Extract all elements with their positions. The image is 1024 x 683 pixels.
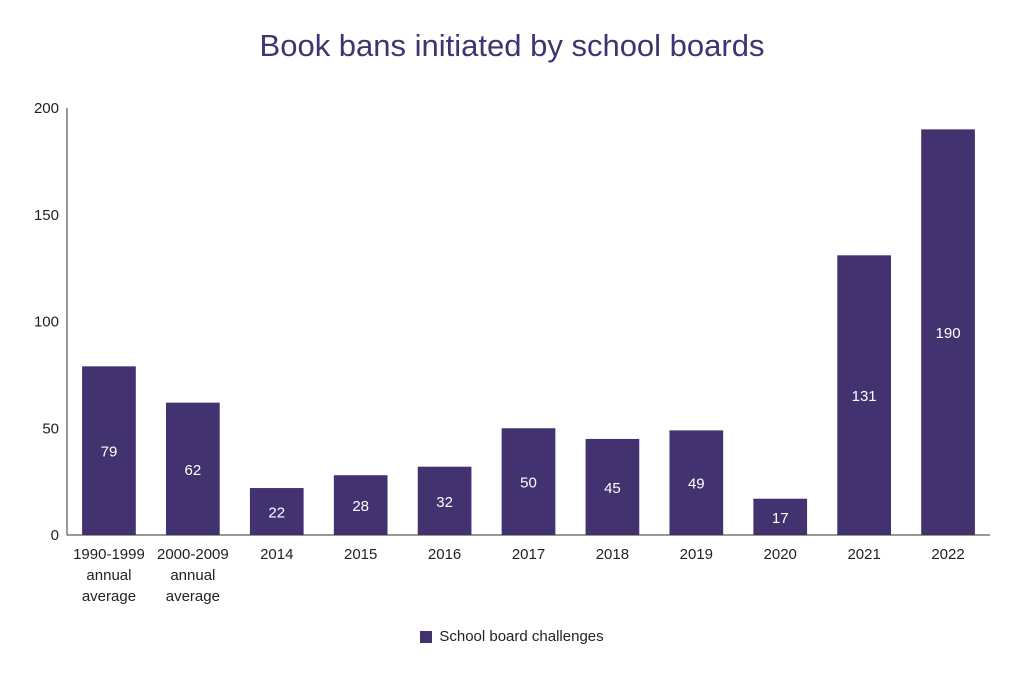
x-tick-label: 1990-1999 annual average [73,546,145,605]
x-tick-label-line: 2014 [260,546,293,563]
bar-value-label: 131 [852,388,877,405]
bar-value-label: 22 [268,505,285,522]
x-tick-label-line: 1990-1999 [73,546,145,563]
bar-value-label: 62 [185,462,202,479]
x-tick-label-line: 2021 [847,546,880,563]
bar [166,402,220,535]
bars: 79 62 22 28 32 50 45 49 17 131 190 [82,129,975,535]
y-tick-label: 150 [34,207,59,224]
y-tick-label: 100 [34,314,59,331]
x-tick-label-line: 2022 [931,546,964,563]
x-tick-label-line: average [166,588,220,605]
bar-value-label: 190 [936,325,961,342]
bar-value-label: 28 [352,498,369,515]
bar [837,255,891,535]
x-tick-label-line: 2018 [596,546,629,563]
bar-value-label: 45 [604,480,621,497]
bar-value-label: 79 [101,444,118,461]
bar [333,475,388,535]
bar-value-label: 50 [520,475,537,492]
x-tick-label: 2022 [931,546,964,563]
x-tick-label: 2017 [512,546,545,563]
x-tick-label-line: annual [86,567,131,584]
x-tick-label-line: 2019 [680,546,713,563]
bar-value-label: 49 [688,476,705,493]
x-tick-label-line: 2016 [428,546,461,563]
bar [753,498,808,535]
x-tick-label-line: 2000-2009 [157,546,229,563]
x-tick-label: 2016 [428,546,461,563]
x-tick-label-line: 2015 [344,546,377,563]
bar [417,466,472,535]
x-tick-label: 2018 [596,546,629,563]
bar [82,366,136,535]
chart-title: Book bans initiated by school boards [259,28,765,63]
bar [669,430,724,535]
x-axis: 1990-1999 annual average 2000-2009 annual ave… [67,534,990,605]
bar [249,488,304,535]
legend: School board challenges [0,628,1024,645]
bar [921,129,975,535]
bar-value-label: 17 [772,510,789,527]
legend-label: School board challenges [439,628,604,645]
x-tick-label: 2000-2009 annual average [157,546,229,605]
x-tick-label: 2020 [764,546,797,563]
x-tick-label-line: 2017 [512,546,545,563]
legend-swatch [420,630,433,643]
bar-value-label: 32 [436,494,453,511]
x-tick-label: 2019 [680,546,713,563]
x-tick-label-line: average [82,588,136,605]
y-axis: 0 50 100 150 200 [34,100,68,544]
bar [585,438,640,535]
bar [501,428,556,535]
x-tick-label-line: annual [170,567,215,584]
x-tick-label: 2014 [260,546,293,563]
x-tick-label-line: 2020 [764,546,797,563]
x-tick-label: 2015 [344,546,377,563]
y-tick-label: 0 [51,527,59,544]
x-tick-label: 2021 [847,546,880,563]
y-tick-label: 200 [34,100,59,117]
y-tick-label: 50 [42,420,59,437]
